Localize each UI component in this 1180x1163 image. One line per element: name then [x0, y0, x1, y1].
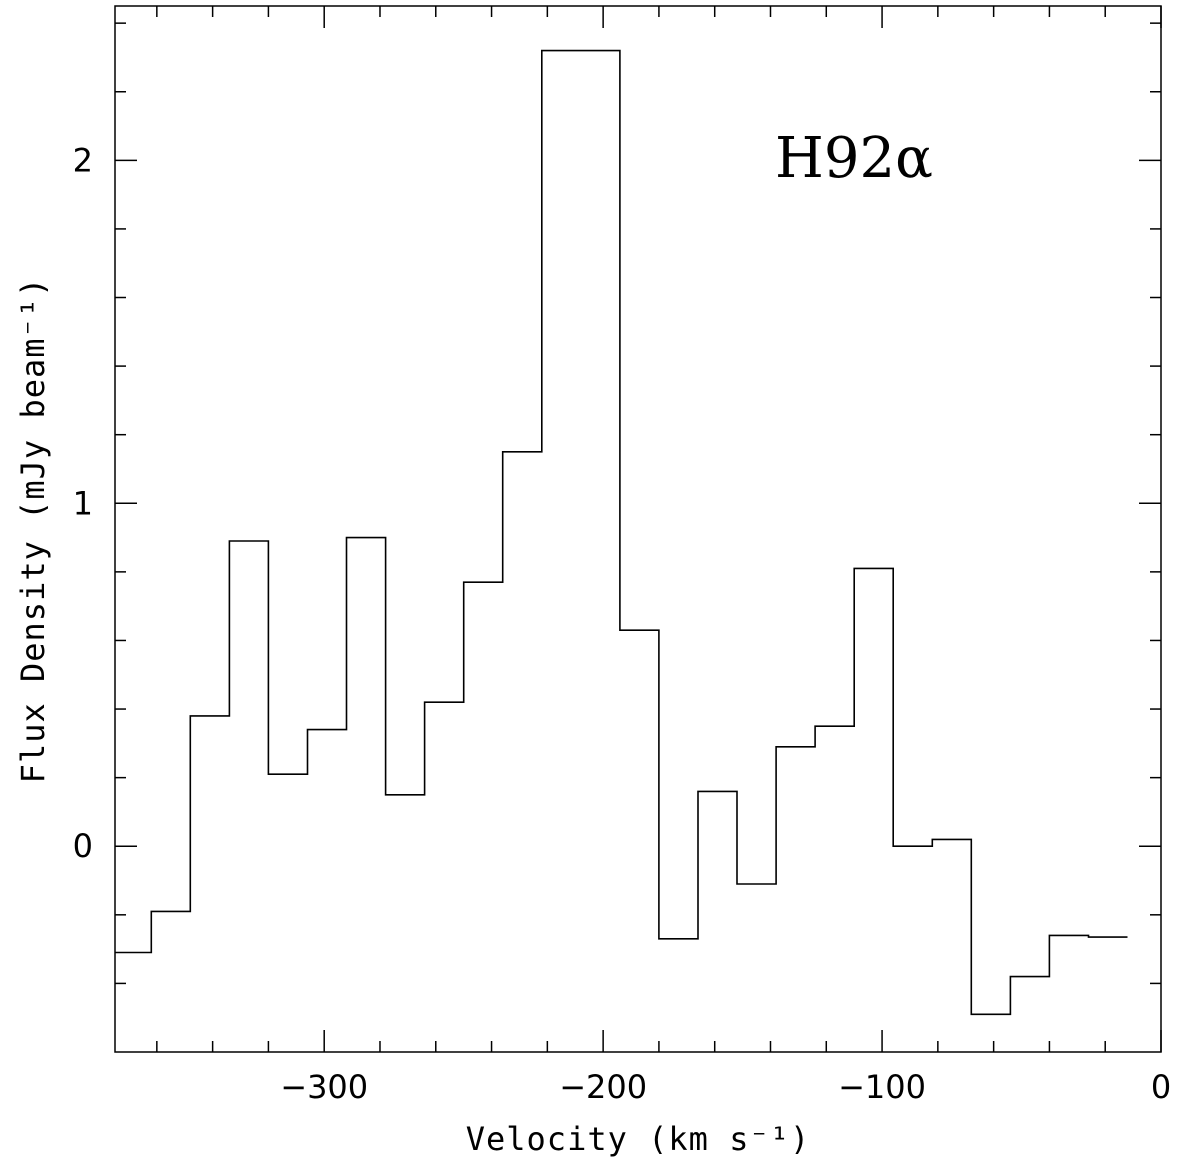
x-tick-label: −200: [559, 1068, 647, 1106]
x-tick-label: 0: [1151, 1068, 1171, 1106]
x-tick-label: −300: [280, 1068, 368, 1106]
annotation-label: H92α: [775, 126, 933, 191]
x-tick-label: −100: [838, 1068, 926, 1106]
y-tick-label: 0: [73, 827, 93, 865]
y-tick-label: 1: [73, 484, 93, 522]
axis-ticks: [115, 6, 1162, 1052]
axis-tick-labels: −300 −200 −100 0 0 1 2: [73, 141, 1172, 1106]
y-axis-title: Flux Density (mJy beam⁻¹): [14, 277, 52, 784]
flux-step-series: [115, 49, 1128, 1016]
x-axis-title: Velocity (km s⁻¹): [466, 1120, 811, 1158]
y-tick-label: 2: [73, 141, 93, 179]
plot-frame: [114, 5, 1162, 1053]
